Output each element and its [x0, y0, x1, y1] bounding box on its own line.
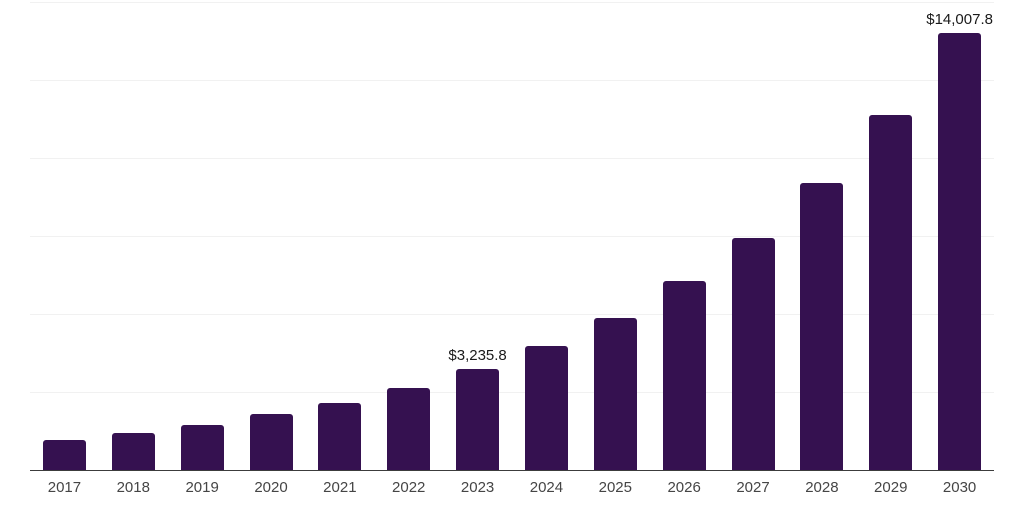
x-tick-label-2021: 2021	[323, 479, 357, 496]
x-axis-labels: 2017 2018 2019 2020 2021 2022 2023 2024 2025 2026…	[30, 479, 994, 496]
bar-column-2028	[787, 2, 856, 470]
bar-column-2025	[581, 2, 650, 470]
x-tick-label-2026: 2026	[667, 479, 701, 496]
bar-2025	[593, 317, 637, 470]
bar-column-2027	[719, 2, 788, 470]
x-tick-label-2017: 2017	[47, 479, 82, 496]
bar-2019	[180, 424, 224, 470]
bar-2027	[731, 237, 775, 470]
bar-column-2030: $14,007.8	[925, 2, 994, 470]
bar-column-2019	[168, 2, 237, 470]
bar-column-2017	[30, 2, 99, 470]
x-tick-label-2027: 2027	[736, 479, 770, 496]
x-tick-label-2023: 2023	[460, 479, 495, 496]
x-tick-label-2019: 2019	[185, 479, 219, 496]
x-tick-label-2029: 2029	[874, 479, 908, 496]
x-tick-label-2022: 2022	[392, 479, 426, 496]
bar-column-2018	[99, 2, 168, 470]
x-tick-label-2020: 2020	[254, 479, 288, 496]
bar-column-2020	[237, 2, 306, 470]
bar-column-2026	[650, 2, 719, 470]
bar-2020	[249, 414, 293, 470]
bar-column-2023: $3,235.8	[443, 2, 512, 470]
bars-row: $3,235.8 $14,007.8	[30, 2, 994, 470]
plot-area: $3,235.8 $14,007.8	[30, 1, 994, 471]
bar-2021	[318, 402, 362, 470]
bar-value-label-2030: $14,007.8	[926, 10, 993, 28]
bar-2022	[387, 388, 431, 470]
bar-value-label-2023: $3,235.8	[448, 347, 507, 365]
gridline-12500	[30, 79, 994, 81]
bar-2024	[524, 345, 568, 470]
x-tick-label-2025: 2025	[598, 479, 632, 496]
gridline-5000	[30, 313, 994, 315]
gridline-2500	[30, 391, 994, 393]
gridline-15000	[30, 1, 994, 3]
x-tick-label-2028: 2028	[805, 479, 839, 496]
x-tick-label-2030: 2030	[942, 479, 977, 496]
bar-2018	[111, 432, 155, 470]
x-axis-line	[30, 469, 994, 471]
x-tick-label-2018: 2018	[116, 479, 150, 496]
bar-column-2024	[512, 2, 581, 470]
bar-column-2029	[856, 2, 925, 470]
bar-2028	[800, 183, 844, 470]
bar-2026	[662, 281, 706, 470]
x-tick-label-2024: 2024	[529, 479, 564, 496]
bar-2017	[42, 440, 86, 470]
bar-2030: $14,007.8	[926, 11, 993, 470]
bar-column-2022	[374, 2, 443, 470]
gridline-10000	[30, 157, 994, 159]
bar-2029	[869, 114, 913, 470]
bar-column-2021	[305, 2, 374, 470]
bar-2023: $3,235.8	[448, 347, 507, 470]
gridline-7500	[30, 235, 994, 237]
